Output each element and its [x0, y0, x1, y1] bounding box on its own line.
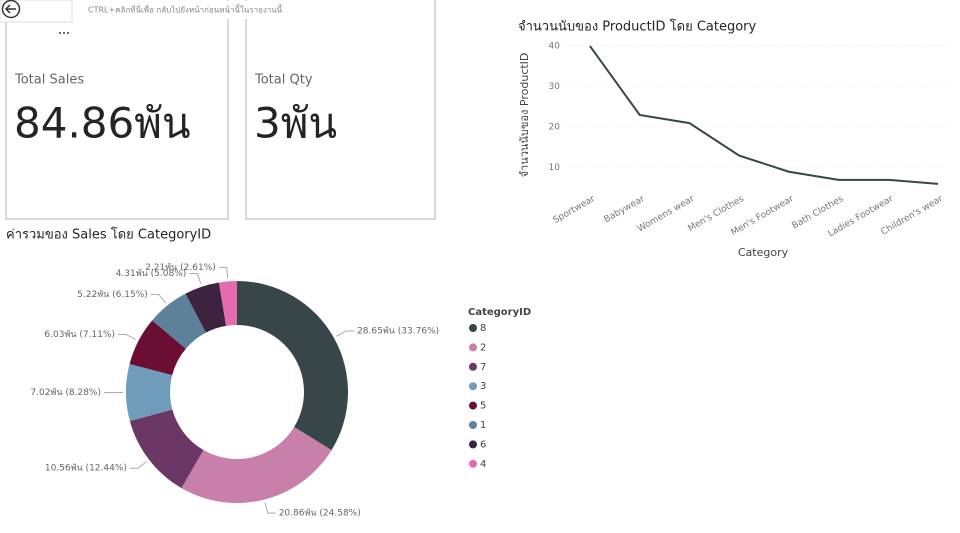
legend-title: CategoryID — [468, 307, 531, 318]
card-frame — [245, 0, 436, 220]
leader-line — [129, 461, 147, 469]
legend-marker — [469, 401, 477, 410]
tooltip-box — [80, 1, 280, 19]
legend-marker — [469, 440, 477, 449]
legend-label: 7 — [480, 362, 486, 373]
donut-slice — [181, 427, 332, 503]
leader-line — [150, 293, 167, 304]
donut-slice — [185, 282, 227, 333]
legend-marker — [469, 362, 477, 371]
legend-label: 2 — [480, 342, 486, 353]
back-button-box[interactable] — [0, 0, 73, 23]
y-tick-label: 10 — [549, 163, 561, 173]
leader-line — [218, 266, 229, 279]
leader-line — [264, 502, 276, 514]
y-axis-label: จำนวนนับของ ProductID — [518, 53, 531, 178]
donut-slice — [218, 281, 237, 326]
chart-title: จำนวนนับของ ProductID โดย Category — [518, 19, 757, 35]
legend-label: 5 — [480, 401, 486, 412]
legend-marker — [469, 324, 477, 332]
legend-marker — [469, 382, 477, 391]
data-label: 2.21พัน (2.61%) — [145, 263, 216, 273]
legend-label: 4 — [480, 459, 486, 470]
tooltip: CTRL+คลิกที่นี่เพื่อ กลับไปยังหน้าก่อนหน… — [88, 4, 283, 15]
donut-slice — [129, 320, 186, 376]
legend-marker — [469, 343, 477, 352]
donut-slice — [129, 409, 204, 489]
data-label: 7.02พัน (8.28%) — [30, 388, 101, 398]
y-tick-label: 20 — [549, 123, 561, 133]
data-label: 4.31พัน (5.08%) — [116, 269, 187, 279]
donut-slice — [152, 293, 206, 349]
donut-slice — [126, 363, 173, 422]
line-series — [589, 45, 939, 185]
legend-marker — [469, 421, 477, 429]
leader-line — [189, 272, 202, 285]
data-label: 6.03พัน (7.11%) — [44, 330, 115, 340]
x-tick-label: Sportwear — [552, 194, 597, 226]
legend-label: 8 — [480, 323, 486, 334]
legend-marker — [469, 459, 477, 468]
y-tick-label: 40 — [549, 42, 561, 52]
chart-title: ค่ารวมของ Sales โดย CategoryID — [6, 227, 211, 243]
more-options[interactable] — [59, 32, 69, 34]
card-value: 3พัน — [254, 99, 337, 148]
donut-slice — [237, 281, 349, 451]
data-label: 10.56พัน (12.44%) — [45, 464, 127, 474]
x-tick-label: Babywear — [603, 194, 647, 225]
leader-line — [118, 333, 137, 340]
back-button[interactable] — [1, 0, 21, 19]
leader-line — [336, 330, 355, 337]
data-label: 20.86พัน (24.58%) — [279, 509, 361, 519]
data-label: 5.22พัน (6.15%) — [77, 290, 148, 300]
y-tick-label: 30 — [549, 82, 561, 92]
card-label: Total Qty — [254, 73, 313, 88]
card-frame — [5, 0, 229, 220]
card-value: 84.86พัน — [14, 99, 191, 148]
data-label: 28.65พัน (33.76%) — [357, 326, 439, 336]
legend-label: 6 — [480, 439, 486, 450]
x-axis-label: Category — [738, 246, 789, 259]
legend-label: 3 — [480, 381, 486, 392]
legend-label: 1 — [480, 420, 486, 431]
card-label: Total Sales — [14, 73, 84, 88]
